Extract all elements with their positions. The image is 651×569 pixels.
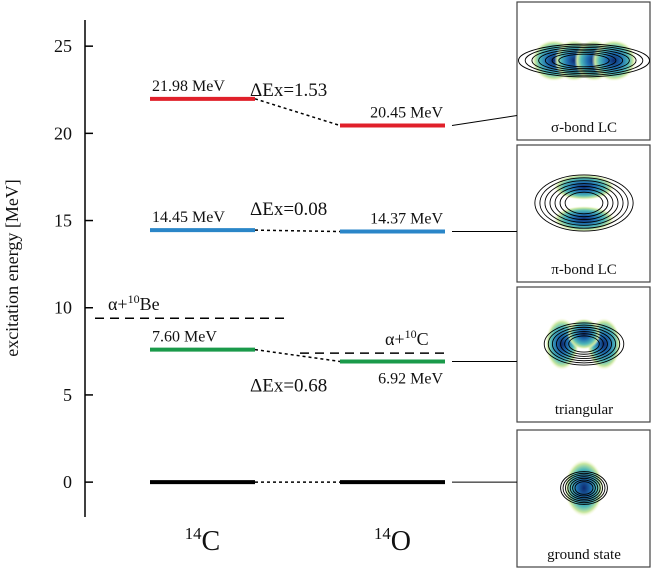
density-contour (538, 48, 630, 73)
density-contour (564, 191, 604, 215)
element: O (391, 526, 411, 557)
mass-number: 10 (405, 327, 417, 341)
density-contour (572, 479, 596, 497)
y-tick-label: 0 (63, 472, 72, 492)
density-contour (562, 472, 606, 504)
level-label: 7.60 MeV (152, 329, 217, 346)
density-contour (518, 43, 650, 78)
density-contour (556, 328, 612, 360)
threshold-label: α+10C (385, 327, 429, 349)
panel-caption: σ-bond LC (551, 120, 617, 136)
density-contour (547, 324, 621, 364)
mass-number: 10 (128, 292, 140, 306)
density-contour (551, 326, 617, 362)
nucleus-label: 14C (185, 524, 220, 557)
element: C (417, 329, 429, 349)
density-contour (560, 471, 608, 505)
density-blob (553, 174, 615, 200)
level-connector (254, 98, 341, 127)
density-contour (564, 474, 604, 502)
level-connector (254, 229, 341, 233)
element: Be (140, 294, 160, 314)
density-contour (567, 476, 601, 500)
difference-label: ΔEx=1.53 (250, 80, 327, 101)
density-blob (564, 459, 604, 517)
nucleus-label: 14O (374, 524, 411, 557)
level-connector (254, 348, 341, 363)
density-contour (558, 53, 610, 68)
density-blob (553, 206, 615, 232)
density-contour (539, 177, 629, 229)
y-axis-label: excitation energy [MeV] (2, 179, 22, 357)
density-contour (534, 174, 634, 232)
difference-label: ΔEx=0.08 (250, 199, 327, 220)
panel-caption: ground state (547, 547, 621, 563)
level-label: 6.92 MeV (378, 370, 443, 387)
mass-number: 14 (374, 524, 391, 543)
threshold-label: α+10Be (108, 292, 160, 314)
difference-label: ΔEx=0.68 (250, 376, 327, 397)
density-contour (554, 185, 614, 221)
density-contour (569, 477, 599, 499)
y-tick-label: 20 (54, 123, 72, 143)
y-tick-label: 15 (54, 211, 72, 231)
panel-caption: triangular (555, 402, 613, 418)
density-contour (568, 335, 600, 353)
density-contour (531, 47, 637, 74)
y-tick-label: 25 (54, 36, 72, 56)
panel-caption: π-bond LC (551, 262, 617, 278)
mass-number: 14 (185, 524, 202, 543)
level-label: 20.45 MeV (370, 105, 443, 122)
y-tick-label: 5 (63, 385, 72, 405)
level-label: 14.37 MeV (370, 211, 443, 228)
density-contour (564, 333, 604, 355)
panel-connector (451, 115, 518, 126)
density-contour (551, 52, 617, 69)
level-label: 21.98 MeV (152, 78, 225, 95)
density-contour (543, 322, 625, 366)
density-contour (524, 45, 644, 76)
threshold-prefix: α+ (108, 294, 128, 314)
density-contour (549, 183, 619, 223)
y-tick-label: 10 (54, 298, 72, 318)
level-label: 14.45 MeV (152, 209, 225, 226)
density-contour (574, 481, 594, 495)
density-contour (559, 188, 609, 218)
density-contour (544, 180, 624, 226)
element: C (202, 526, 221, 557)
density-contour (544, 50, 624, 71)
threshold-prefix: α+ (385, 329, 405, 349)
density-contour (560, 331, 608, 357)
